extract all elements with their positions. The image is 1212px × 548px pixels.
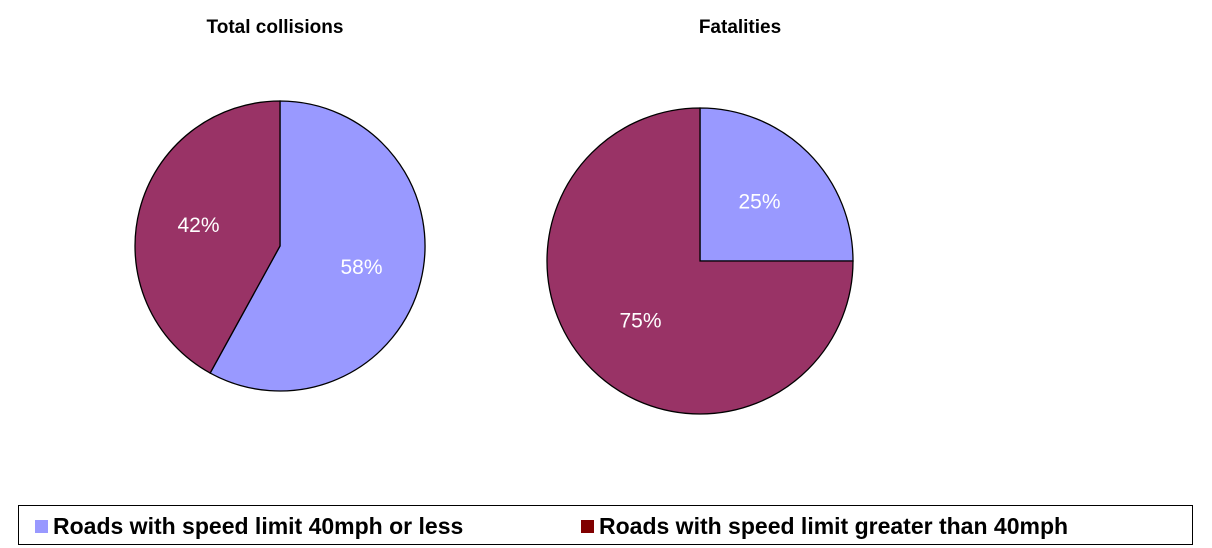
legend-label-greater-than-40mph: Roads with speed limit greater than 40mp… <box>599 512 1069 539</box>
pie-slice-label-0-1: 42% <box>177 214 219 237</box>
pie-slice-1-0 <box>699 107 854 262</box>
legend-item-40mph-or-less: Roads with speed limit 40mph or less <box>35 513 463 539</box>
pie-slice-label-1-0: 25% <box>738 191 780 214</box>
chart-legend: Roads with speed limit 40mph or less Roa… <box>18 505 1193 545</box>
pie-slice-label-1-1: 75% <box>619 310 661 333</box>
legend-swatch-40mph-or-less <box>35 519 48 533</box>
pie-chart-fatalities: Fatalities 25% 75% <box>546 17 854 415</box>
pie-slice-1-1 <box>546 107 854 415</box>
pie-slice-0-1 <box>134 100 281 374</box>
chart-title-fatalities: Fatalities <box>699 17 781 38</box>
pie-chart-total-collisions: Total collisions 58% 42% <box>134 17 426 392</box>
legend-label-40mph-or-less: Roads with speed limit 40mph or less <box>53 512 464 539</box>
legend-item-greater-than-40mph: Roads with speed limit greater than 40mp… <box>581 513 1068 539</box>
chart-title-total-collisions: Total collisions <box>207 17 344 38</box>
legend-swatch-greater-than-40mph <box>581 519 594 533</box>
pie-slice-0-0 <box>209 100 426 392</box>
pie-slice-label-0-0: 58% <box>340 256 382 279</box>
